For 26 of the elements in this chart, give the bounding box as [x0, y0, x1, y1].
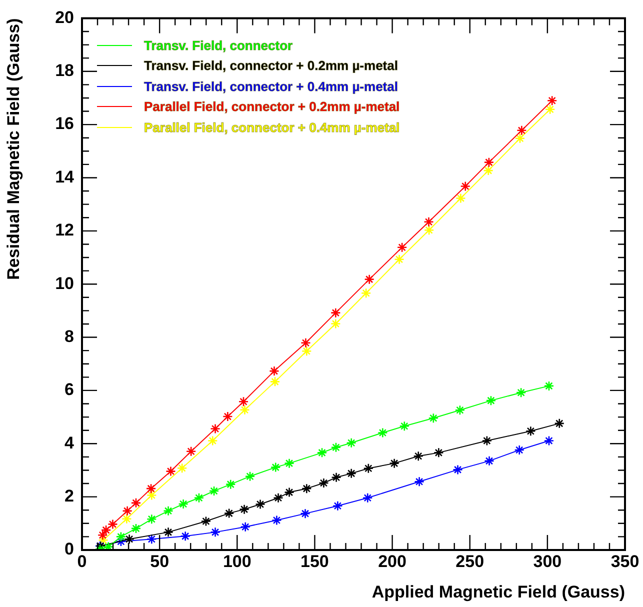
y-tick-label: 20 [55, 8, 74, 27]
y-tick-label: 0 [64, 540, 74, 559]
x-tick-label: 150 [300, 552, 329, 571]
x-tick-label: 100 [222, 552, 252, 571]
legend-label: Parallel Field, connector + 0.4mm µ-metal [144, 120, 400, 135]
legend-label: Parallel Field, connector + 0.2mm µ-metal [144, 99, 400, 114]
y-tick-label: 2 [64, 486, 74, 506]
y-tick-label: 8 [64, 326, 74, 346]
x-tick-label: 250 [456, 552, 484, 571]
legend-label: Transv. Field, connector + 0.2mm µ-metal [144, 58, 398, 74]
x-tick-label: 300 [533, 552, 562, 571]
y-tick-label: 12 [55, 220, 74, 240]
x-tick-label: 0 [77, 552, 87, 571]
y-tick-label: 10 [55, 274, 74, 293]
x-tick-label: 50 [150, 552, 170, 571]
legend-label: Transv. Field, connector [144, 38, 293, 53]
y-tick-label: 6 [64, 380, 74, 400]
y-tick-label: 16 [55, 114, 74, 134]
x-tick-label: 200 [378, 552, 406, 571]
y-tick-label: 4 [64, 433, 75, 452]
y-tick-label: 18 [55, 61, 74, 80]
x-axis-title: Applied Magnetic Field (Gauss) [372, 582, 625, 602]
legend-label: Transv. Field, connector + 0.4mm µ-metal [144, 78, 398, 94]
y-axis-title: Residual Magnetic Field (Gauss) [4, 18, 23, 280]
y-tick-label: 14 [55, 167, 75, 186]
x-tick-label: 350 [610, 552, 640, 571]
